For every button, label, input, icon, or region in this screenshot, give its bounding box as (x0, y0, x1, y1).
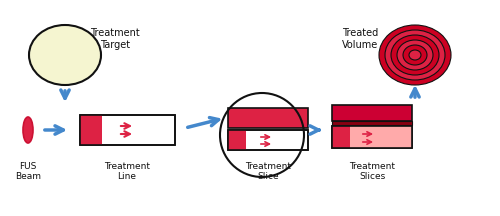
Ellipse shape (379, 25, 451, 85)
Bar (332, 126, 412, 148)
Bar (332, 121, 412, 125)
Bar (332, 126, 350, 148)
Text: FUS
Beam: FUS Beam (15, 162, 41, 181)
Ellipse shape (391, 35, 439, 75)
Bar (80, 115, 102, 145)
Ellipse shape (385, 30, 445, 80)
Text: Treated
Volume: Treated Volume (342, 28, 378, 50)
Text: Treatment
Target: Treatment Target (90, 28, 140, 50)
Bar (332, 126, 412, 148)
Text: Treatment
Line: Treatment Line (104, 162, 150, 181)
Text: Treatment
Slice: Treatment Slice (245, 162, 291, 181)
Bar (350, 126, 412, 148)
Bar (228, 108, 308, 128)
Ellipse shape (403, 45, 427, 65)
Ellipse shape (397, 40, 433, 70)
Bar (228, 130, 308, 150)
Ellipse shape (23, 117, 33, 143)
Bar (228, 130, 246, 150)
Ellipse shape (29, 25, 101, 85)
Text: Treatment
Slices: Treatment Slices (349, 162, 395, 181)
Ellipse shape (409, 50, 421, 60)
Bar (332, 105, 412, 121)
FancyBboxPatch shape (80, 115, 175, 145)
Bar (228, 130, 308, 150)
